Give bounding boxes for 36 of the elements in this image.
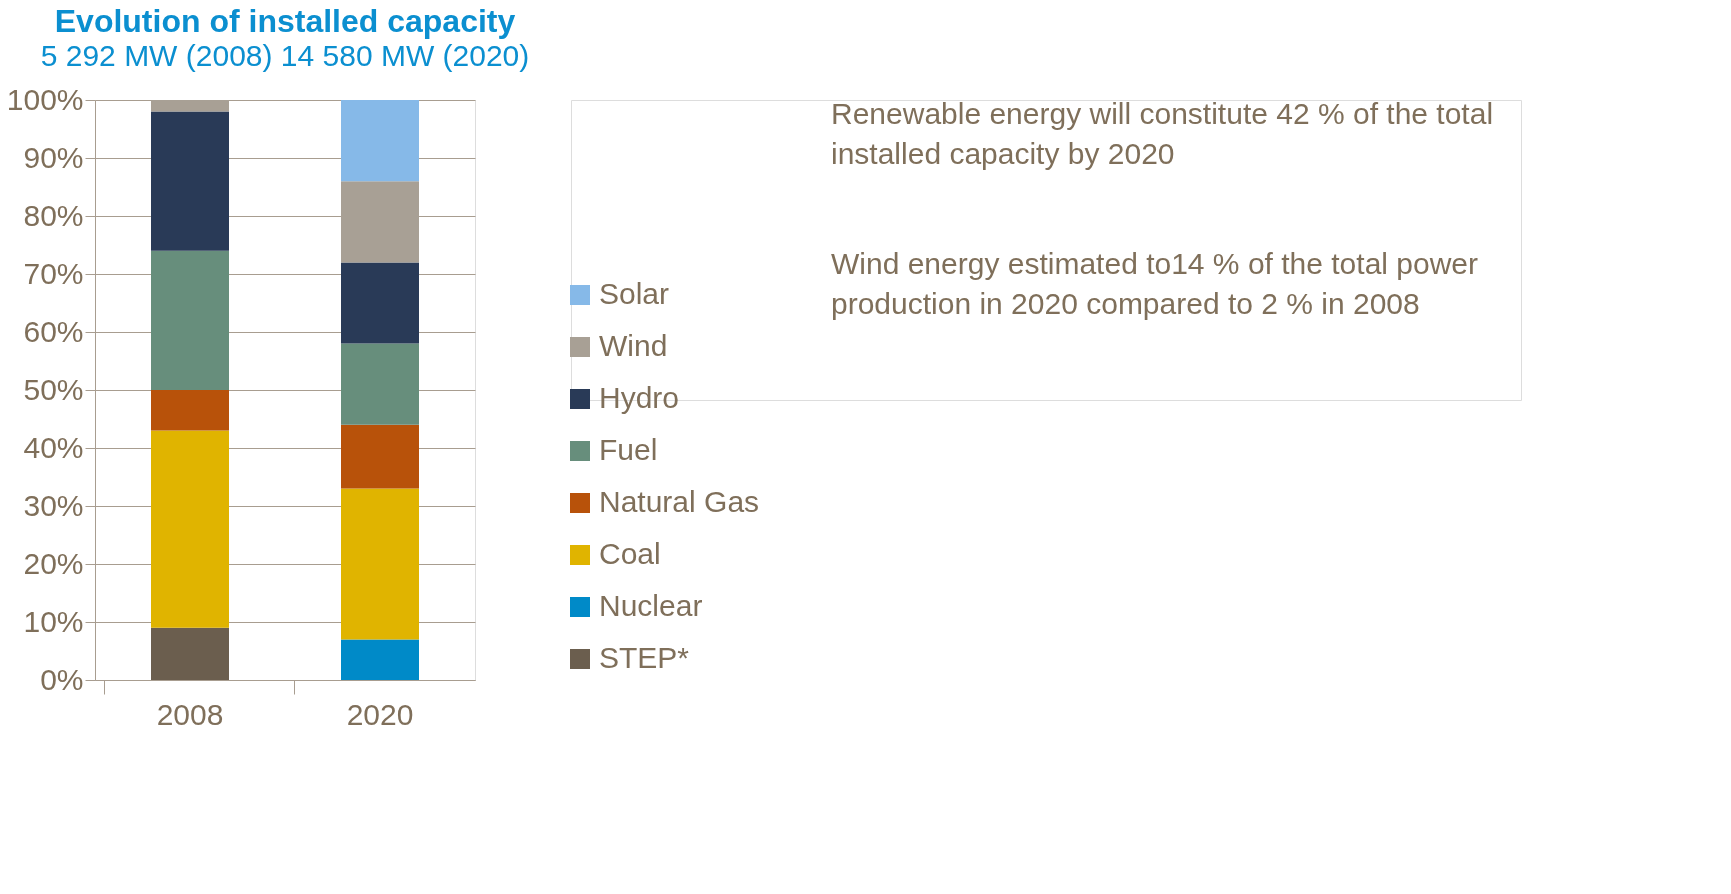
y-tick-label: 30% — [23, 488, 84, 522]
y-tick-label: 20% — [23, 546, 84, 580]
legend-label: STEP* — [599, 641, 690, 674]
text: Renewable energy will constitute 42 % of the total installed capacity by 2020 — [831, 97, 1494, 170]
bar — [151, 111, 229, 251]
bar — [341, 262, 419, 344]
bar — [341, 100, 419, 182]
legend-label: Nuclear — [599, 589, 703, 622]
bar — [341, 639, 419, 680]
y-tick-label: 80% — [23, 198, 84, 232]
legend-label: Wind — [599, 329, 668, 362]
bar — [341, 424, 419, 489]
bar — [151, 250, 229, 390]
bar — [151, 627, 229, 680]
legend-label: Hydro — [599, 381, 680, 414]
legend-label: Natural Gas — [599, 485, 760, 518]
y-tick-label: 90% — [23, 140, 84, 174]
x-tick-label: 2008 — [156, 697, 224, 731]
y-tick-label: 50% — [23, 372, 84, 406]
text: Wind energy estimated to14 % of the total power production in 2020 compared to 2 % in 2008 — [831, 247, 1479, 320]
y-tick-label: 60% — [23, 314, 84, 348]
x-tick-label: 2020 — [346, 697, 414, 731]
chart-title: Evolution of installed capacity — [54, 3, 516, 39]
y-tick-label: 70% — [23, 256, 84, 290]
bar — [151, 390, 229, 431]
y-tick-label: 0% — [40, 662, 84, 696]
legend-label: Coal — [599, 537, 661, 570]
legend-label: Solar — [599, 277, 670, 310]
bar — [151, 430, 229, 628]
chart-subtitle: 5 292 MW (2008) 14 580 MW (2020) — [40, 39, 530, 72]
bar — [341, 488, 419, 640]
bar — [341, 343, 419, 425]
y-tick-label: 100% — [6, 82, 84, 116]
y-tick-label: 10% — [23, 604, 84, 638]
y-tick-label: 40% — [23, 430, 84, 464]
legend-label: Fuel — [599, 433, 658, 466]
